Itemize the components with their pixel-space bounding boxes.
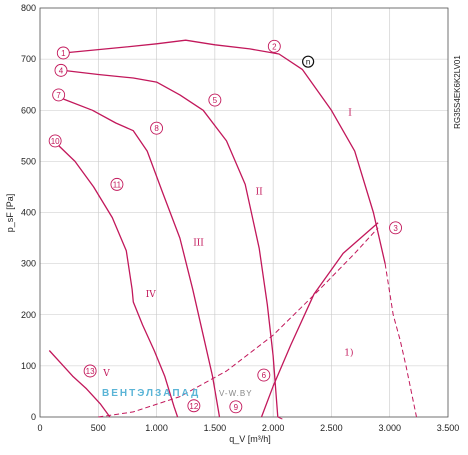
watermark-left: ВЕНТЭЛЗАПАД	[102, 388, 200, 399]
curve-marker-7: 7	[52, 88, 66, 102]
marker-label: 9	[234, 403, 239, 412]
marker-label: 6	[262, 371, 267, 380]
curve-auxiliary	[384, 263, 417, 418]
y-tick-label: 600	[21, 105, 36, 115]
marker-label: 8	[154, 124, 159, 133]
curve-annotation: II	[256, 188, 264, 198]
axes	[39, 7, 449, 418]
y-tick-label: 0	[31, 412, 36, 422]
curve-annotation: I	[348, 108, 352, 118]
marker-label: 4	[59, 66, 64, 75]
curve-marker-10: 10	[48, 134, 62, 148]
curve-marker-8: 8	[150, 121, 164, 135]
curve-I	[63, 39, 386, 264]
watermark-right: V-W.BY	[219, 389, 253, 398]
curve-marker-11: 11	[110, 177, 124, 191]
curves	[48, 39, 417, 421]
plot-frame	[39, 7, 449, 418]
marker-label: 10	[51, 137, 60, 146]
curve-auxiliary	[98, 227, 379, 418]
y-tick-label: 800	[21, 3, 36, 13]
model-code: RG35S4EK6K2LV01	[453, 55, 462, 129]
x-tick-label: 3.500	[437, 423, 460, 433]
curve-V	[48, 350, 111, 418]
marker-label: 3	[393, 224, 398, 233]
marker-label: 1	[61, 49, 66, 58]
curve-annotation: IV	[146, 290, 157, 300]
x-tick-label: 3.000	[378, 423, 401, 433]
x-tick-label: 1.500	[204, 423, 227, 433]
x-axis-label: q_V [m³/h]	[229, 434, 271, 444]
grid	[39, 7, 449, 418]
curve-annotation: V	[102, 369, 110, 379]
operating-point: n	[302, 55, 315, 68]
curve-auxiliary	[260, 222, 379, 418]
y-tick-label: 700	[21, 54, 36, 64]
y-tick-label: 500	[21, 156, 36, 166]
y-axis-label: p_sF [Pa]	[5, 194, 15, 233]
y-tick-label: 200	[21, 310, 36, 320]
curve-annotation: III	[193, 239, 204, 249]
curve-marker-5: 5	[208, 93, 222, 107]
watermark: ВЕНТЭЛЗАПАД V-W.BY	[102, 388, 253, 399]
marker-label: 12	[189, 402, 198, 411]
x-tick-label: 500	[91, 423, 106, 433]
marker-label: 7	[56, 91, 61, 100]
operating-point-label: n	[306, 58, 310, 67]
marker-label: 2	[272, 42, 277, 51]
curve-II	[63, 69, 279, 418]
marker-label: 5	[213, 96, 218, 105]
tick-labels: 0 500 1.000 1.500 2.000 2.500 3.000 3.500 0 100 20…	[21, 3, 459, 433]
y-tick-label: 400	[21, 208, 36, 218]
x-tick-label: 2.000	[262, 423, 285, 433]
curve-marker-4: 4	[54, 63, 68, 77]
curve-marker-9: 9	[229, 400, 243, 414]
marker-label: 13	[86, 367, 95, 376]
curve-marker-2: 2	[267, 39, 281, 53]
y-tick-label: 300	[21, 259, 36, 269]
x-tick-label: 2.500	[320, 423, 343, 433]
curve-annotation: 1)	[344, 348, 353, 359]
operating-point-marker	[302, 55, 315, 68]
curve-marker-13: 13	[83, 364, 97, 378]
curve-auxiliary	[277, 416, 284, 421]
curve-IV	[57, 144, 179, 418]
marker-label: 11	[113, 180, 122, 189]
curve-marker-12: 12	[187, 399, 201, 413]
curve-marker-6: 6	[257, 368, 271, 382]
curve-marker-1: 1	[56, 46, 70, 60]
curve-marker-3: 3	[389, 221, 402, 235]
y-tick-label: 100	[21, 361, 36, 371]
x-tick-label: 1.000	[145, 423, 168, 433]
x-tick-label: 0	[37, 423, 42, 433]
curve-III	[63, 98, 221, 418]
